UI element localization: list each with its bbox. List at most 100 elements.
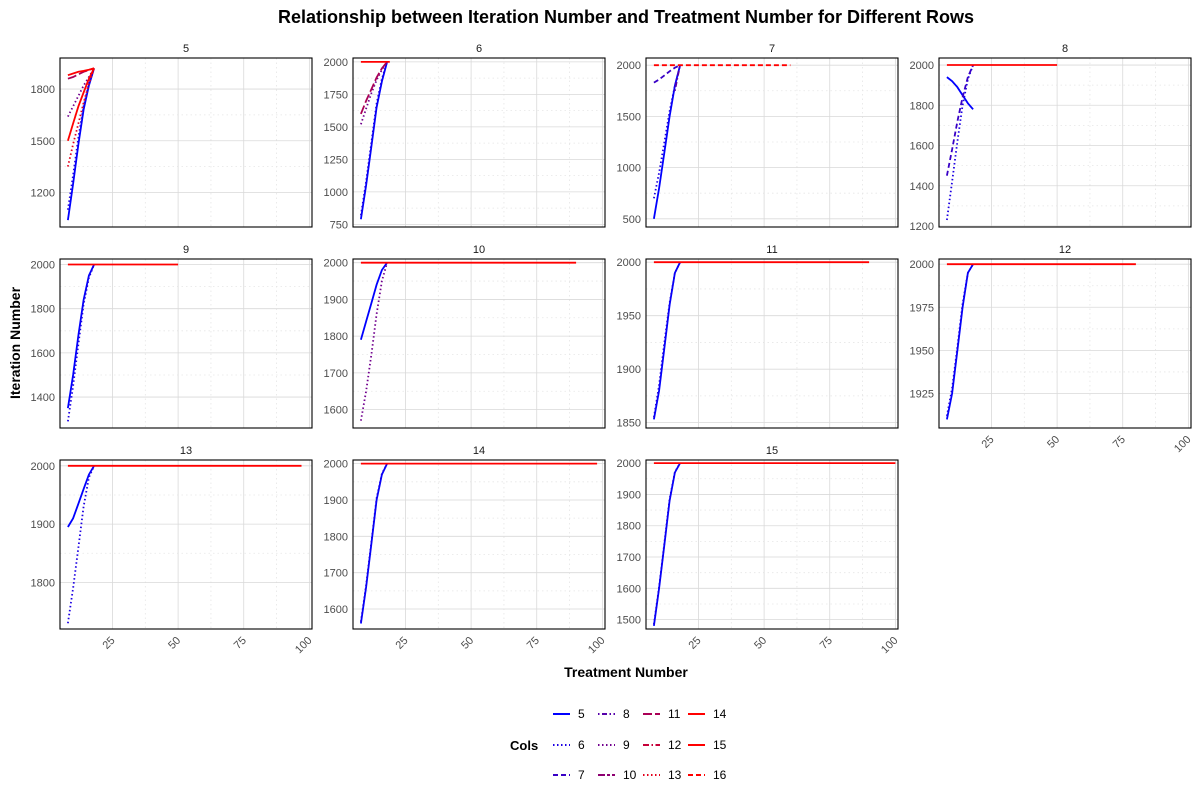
x-tick-label: 25 (979, 434, 996, 451)
y-tick-label: 1200 (31, 188, 55, 200)
y-tick-label: 1600 (910, 141, 934, 153)
legend-label-col-16: 16 (713, 768, 727, 782)
facet-panel-6: 6 750 1000 1250 1500 1750 2000 (324, 43, 606, 231)
y-tick-label: 1800 (31, 304, 55, 316)
x-tick-label: 25 (100, 635, 117, 652)
y-tick-label: 1700 (324, 368, 348, 380)
series-line-col-6 (653, 462, 681, 625)
panel-frame (938, 258, 1192, 429)
series-line-col-5 (360, 262, 388, 341)
x-tick-label: 50 (166, 635, 183, 652)
legend-label-col-13: 13 (668, 768, 682, 782)
x-tick-label: 100 (586, 635, 607, 656)
y-tick-label: 1850 (617, 418, 641, 430)
panel-frame (59, 459, 313, 630)
y-tick-label: 1600 (324, 604, 348, 616)
facet-strip-label: 11 (766, 244, 777, 256)
facet-strip-label: 12 (1059, 244, 1071, 256)
y-tick-label: 1800 (324, 531, 348, 543)
series-line-col-11 (360, 61, 388, 115)
panel-frame (59, 57, 313, 228)
legend-label-col-10: 10 (623, 768, 637, 782)
y-tick-label: 1950 (910, 345, 934, 357)
y-tick-label: 1750 (324, 89, 348, 101)
series-line-col-6 (360, 463, 388, 622)
series-line-col-6 (67, 68, 95, 210)
series-line-col-9 (360, 262, 388, 421)
y-tick-label: 1950 (617, 311, 641, 323)
series-line-col-6 (653, 64, 681, 199)
series-line-col-6 (67, 264, 95, 422)
facet-panel-11: 11 1850 1900 1950 2000 (617, 244, 899, 430)
chart-title: Relationship between Iteration Number an… (278, 7, 974, 27)
legend-label-col-8: 8 (623, 707, 630, 721)
panel-frame (645, 258, 899, 429)
y-tick-label: 1900 (617, 364, 641, 376)
series-line-col-13 (67, 68, 95, 167)
series-line-col-15 (67, 67, 95, 142)
facet-panel-5: 5 1200 1500 1800 (31, 43, 313, 228)
y-tick-label: 2000 (31, 260, 55, 272)
y-tick-label: 750 (330, 219, 348, 231)
facet-panel-13: 13 1800 1900 2000 25 50 75 100 (31, 445, 315, 656)
y-tick-label: 1000 (617, 163, 641, 175)
series-line-col-5 (67, 264, 95, 409)
series-line-col-5 (360, 463, 388, 624)
y-tick-label: 1800 (617, 521, 641, 533)
legend-label-col-15: 15 (713, 738, 727, 752)
y-tick-label: 1800 (31, 577, 55, 589)
y-tick-label: 1400 (31, 392, 55, 404)
y-tick-label: 1700 (617, 552, 641, 564)
legend-label-col-12: 12 (668, 738, 682, 752)
panel-frame (352, 258, 606, 429)
facet-strip-label: 7 (769, 43, 775, 55)
facet-strip-label: 13 (180, 445, 192, 457)
y-tick-label: 2000 (31, 461, 55, 473)
series-line-col-6 (360, 61, 388, 216)
series-line-col-5 (946, 76, 974, 110)
panel-frame (352, 57, 606, 228)
x-tick-label: 75 (232, 635, 249, 652)
panel-frame (645, 57, 899, 228)
y-tick-label: 1250 (324, 154, 348, 166)
y-tick-label: 1700 (324, 568, 348, 580)
series-line-col-11 (67, 67, 95, 80)
x-axis-title: Treatment Number (564, 664, 688, 680)
y-tick-label: 1600 (324, 405, 348, 417)
series-line-col-5 (653, 261, 681, 420)
facet-panel-8: 8 1200 1400 1600 1800 2000 (910, 43, 1192, 233)
series-line-col-8 (674, 65, 681, 91)
y-tick-label: 1975 (910, 302, 934, 314)
y-tick-label: 2000 (324, 459, 348, 471)
y-tick-label: 1800 (31, 84, 55, 96)
legend-label-col-5: 5 (578, 707, 585, 721)
legend: 5 6 7 8 9 10 11 12 13 14 15 16 (553, 707, 727, 782)
y-tick-label: 2000 (324, 57, 348, 69)
x-tick-label: 50 (752, 635, 769, 652)
y-tick-label: 1900 (324, 294, 348, 306)
legend-label-col-9: 9 (623, 738, 630, 752)
y-tick-label: 1500 (31, 136, 55, 148)
facet-panel-15: 15 1500 1600 1700 1800 1900 2000 25 50 75 100 (617, 445, 901, 656)
y-tick-label: 1900 (31, 519, 55, 531)
y-tick-label: 1500 (617, 111, 641, 123)
series-line-col-7 (653, 64, 681, 84)
y-tick-label: 2000 (617, 257, 641, 269)
x-tick-label: 75 (818, 635, 835, 652)
y-tick-label: 1925 (910, 389, 934, 401)
panel-frame (938, 57, 1192, 228)
x-tick-label: 50 (1045, 434, 1062, 451)
legend-title: Cols (510, 738, 538, 753)
series-line-col-6 (67, 465, 95, 624)
y-tick-label: 1800 (324, 331, 348, 343)
facet-panel-14: 14 1600 1700 1800 1900 2000 25 50 75 100 (324, 445, 608, 656)
x-tick-label: 50 (459, 635, 476, 652)
y-tick-label: 1800 (910, 100, 934, 112)
series-line-col-9 (67, 67, 95, 118)
y-tick-label: 1600 (31, 348, 55, 360)
series-line-col-5 (653, 64, 681, 219)
y-tick-label: 1400 (910, 181, 934, 193)
facet-strip-label: 8 (1062, 43, 1068, 55)
facet-strip-label: 10 (473, 244, 485, 256)
series-line-col-9 (360, 61, 388, 125)
